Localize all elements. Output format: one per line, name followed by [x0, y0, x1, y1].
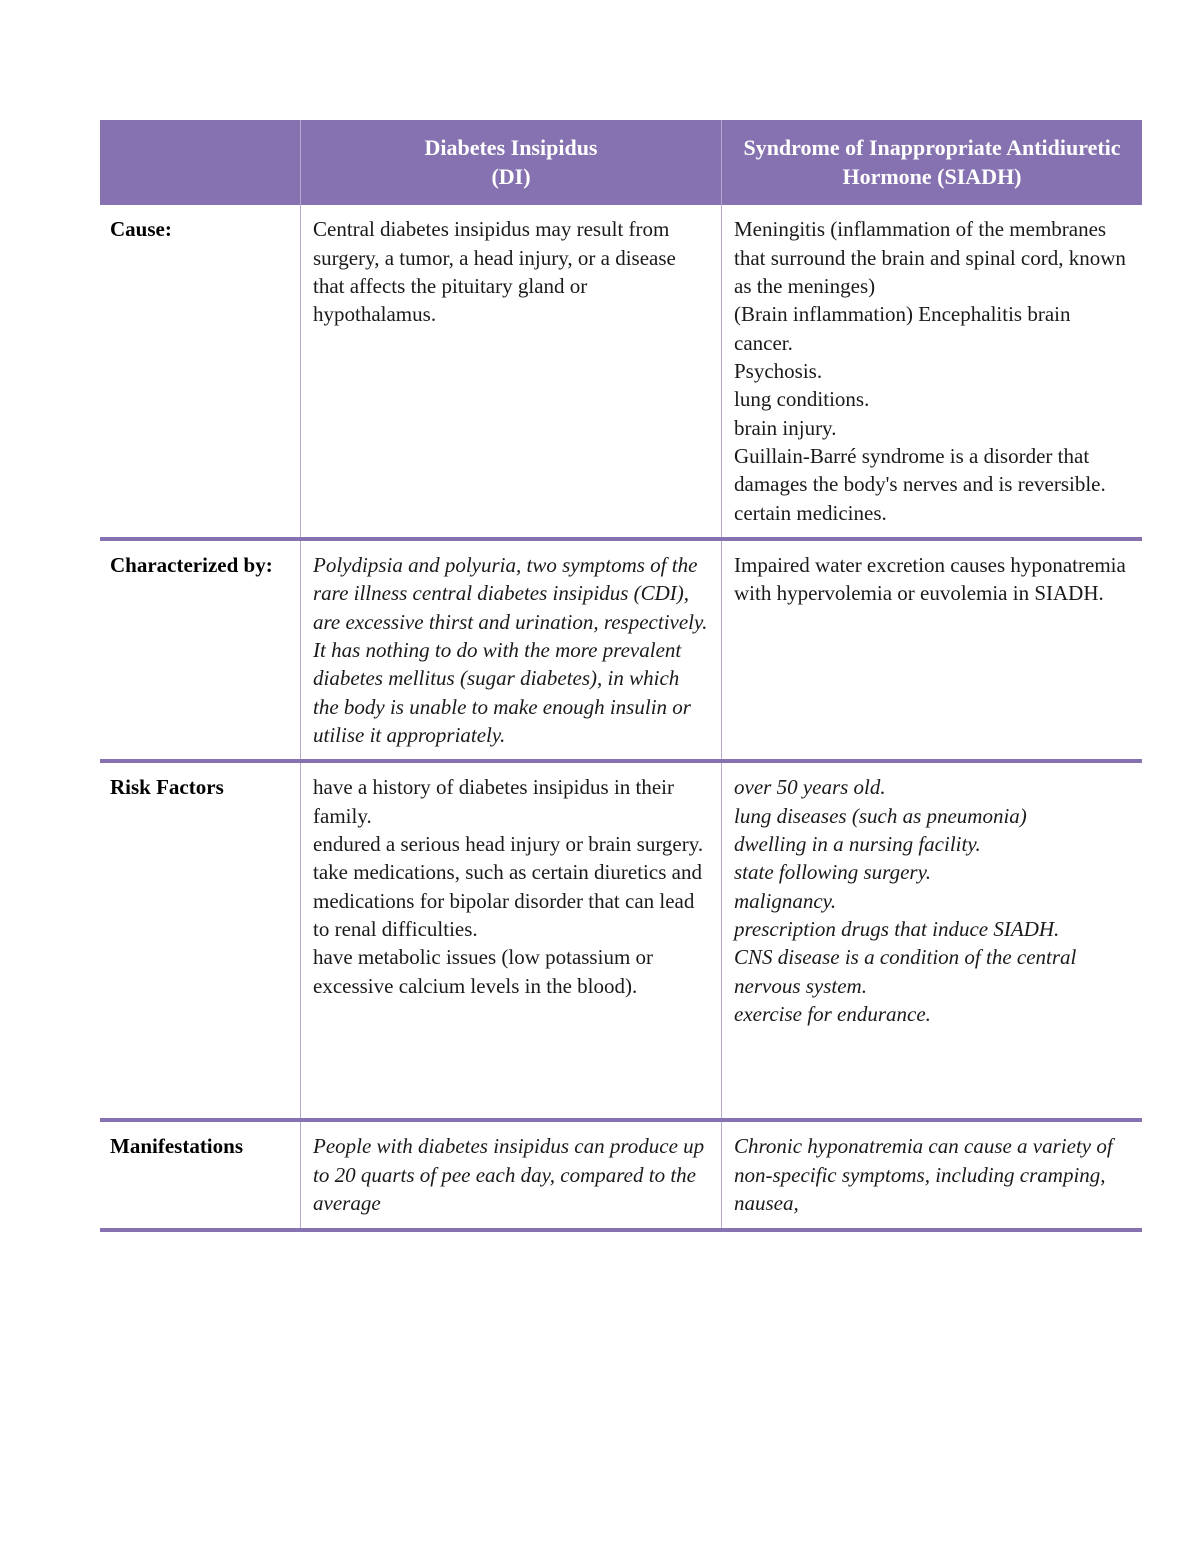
cell-di: have a history of diabetes insipidus in …: [301, 761, 722, 1120]
cell-siadh: Chronic hyponatremia can cause a variety…: [722, 1120, 1143, 1229]
header-di: Diabetes Insipidus(DI): [301, 120, 722, 205]
header-blank: [100, 120, 301, 205]
row-label: Manifestations: [100, 1120, 301, 1229]
cell-di: Central diabetes insipidus may result fr…: [301, 205, 722, 539]
row-label: Characterized by:: [100, 539, 301, 761]
page: Diabetes Insipidus(DI) Syndrome of Inapp…: [0, 0, 1200, 1553]
cell-siadh: Meningitis (inflammation of the membrane…: [722, 205, 1143, 539]
row-label: Risk Factors: [100, 761, 301, 1120]
row-label: Cause:: [100, 205, 301, 539]
table-header-row: Diabetes Insipidus(DI) Syndrome of Inapp…: [100, 120, 1142, 205]
cell-siadh: Impaired water excretion causes hyponatr…: [722, 539, 1143, 761]
comparison-table: Diabetes Insipidus(DI) Syndrome of Inapp…: [100, 120, 1142, 1232]
cell-siadh: over 50 years old.lung diseases (such as…: [722, 761, 1143, 1120]
table-row: ManifestationsPeople with diabetes insip…: [100, 1120, 1142, 1229]
table-row: Risk Factorshave a history of diabetes i…: [100, 761, 1142, 1120]
cell-di: Polydipsia and polyuria, two symptoms of…: [301, 539, 722, 761]
table-body: Cause:Central diabetes insipidus may res…: [100, 205, 1142, 1229]
header-siadh: Syndrome of Inappropriate Antidiuretic H…: [722, 120, 1143, 205]
cell-di: People with diabetes insipidus can produ…: [301, 1120, 722, 1229]
table-row: Cause:Central diabetes insipidus may res…: [100, 205, 1142, 539]
table-row: Characterized by:Polydipsia and polyuria…: [100, 539, 1142, 761]
